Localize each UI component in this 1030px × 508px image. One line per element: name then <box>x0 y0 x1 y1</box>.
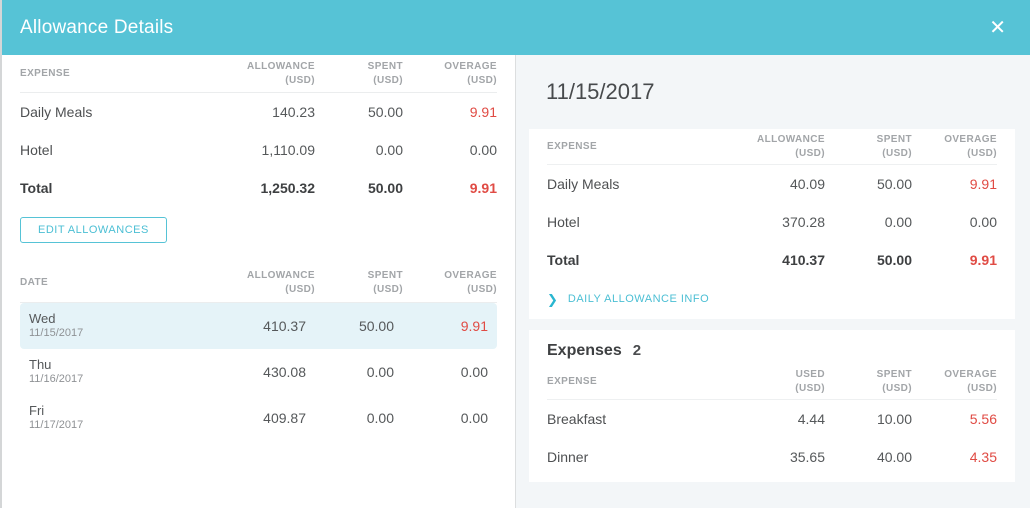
expenses-count-badge: 2 <box>632 342 642 359</box>
selected-day-panel: 11/15/2017 EXPENSE ALLOWANCE (USD) SPENT… <box>516 55 1030 508</box>
table-row: Hotel 1,110.09 0.00 0.00 <box>20 142 497 158</box>
date-day-label: Thu <box>29 357 52 372</box>
daily-allowance-info-label: DAILY ALLOWANCE INFO <box>567 293 710 305</box>
summary-table: EXPENSE ALLOWANCE (USD) SPENT (USD) OVER… <box>20 55 497 207</box>
expenses-table-header: EXPENSE USED (USD) SPENT (USD) OVERAGE (… <box>547 364 997 400</box>
table-row: Hotel 370.28 0.00 0.00 <box>547 214 997 230</box>
column-header-overage: OVERAGE (USD) <box>444 269 497 295</box>
chevron-right-icon: ❯ <box>547 291 558 307</box>
column-header-overage: OVERAGE (USD) <box>944 133 997 159</box>
edit-allowances-button[interactable]: EDIT ALLOWANCES <box>20 217 167 243</box>
page-title: Allowance Details <box>20 16 174 38</box>
column-header-date: DATE <box>20 276 49 288</box>
column-header-expense: EXPENSE <box>20 67 71 79</box>
date-day-label: Wed <box>29 311 56 326</box>
day-summary-header: EXPENSE ALLOWANCE (USD) SPENT (USD) OVER… <box>547 129 997 165</box>
date-value-label: 11/15/2017 <box>29 327 84 340</box>
column-header-overage: OVERAGE (USD) <box>444 60 497 86</box>
table-row: Dinner 35.65 40.00 4.35 <box>547 449 997 465</box>
date-row[interactable]: Thu 11/16/2017 430.08 0.00 0.00 <box>29 357 488 386</box>
close-icon[interactable]: ✕ <box>985 16 1010 40</box>
table-row-total: Total 410.37 50.00 9.91 <box>547 252 997 268</box>
date-row[interactable]: Fri 11/17/2017 409.87 0.00 0.00 <box>29 403 488 432</box>
column-header-expense: EXPENSE <box>547 140 598 152</box>
daily-allowance-info-link[interactable]: ❯ DAILY ALLOWANCE INFO <box>547 279 709 319</box>
day-summary-card: EXPENSE ALLOWANCE (USD) SPENT (USD) OVER… <box>529 129 1015 319</box>
date-table: DATE ALLOWANCE (USD) SPENT (USD) OVERAGE… <box>20 263 497 441</box>
date-table-header: DATE ALLOWANCE (USD) SPENT (USD) OVERAGE… <box>20 263 497 303</box>
trip-summary-panel: EXPENSE ALLOWANCE (USD) SPENT (USD) OVER… <box>2 55 516 508</box>
date-value-label: 11/16/2017 <box>29 373 84 386</box>
table-row: Daily Meals 140.23 50.00 9.91 <box>20 104 497 120</box>
expenses-card: Expenses 2 EXPENSE USED (USD) SPENT (USD… <box>529 330 1015 482</box>
modal-header: Allowance Details ✕ <box>2 0 1030 55</box>
expenses-title: Expenses <box>547 342 622 359</box>
column-header-allowance: ALLOWANCE (USD) <box>246 60 315 86</box>
table-row: Breakfast 4.44 10.00 5.56 <box>547 411 997 427</box>
column-header-spent: SPENT (USD) <box>367 269 403 295</box>
column-header-allowance: ALLOWANCE (USD) <box>246 269 315 295</box>
table-row: Daily Meals 40.09 50.00 9.91 <box>547 176 997 192</box>
modal-content: EXPENSE ALLOWANCE (USD) SPENT (USD) OVER… <box>2 55 1030 508</box>
column-header-allowance: ALLOWANCE (USD) <box>756 133 825 159</box>
column-header-expense: EXPENSE <box>547 375 598 387</box>
summary-table-header: EXPENSE ALLOWANCE (USD) SPENT (USD) OVER… <box>20 55 497 93</box>
column-header-spent: SPENT (USD) <box>876 368 912 394</box>
column-header-overage: OVERAGE (USD) <box>944 368 997 394</box>
date-day-label: Fri <box>29 403 45 418</box>
column-header-spent: SPENT (USD) <box>876 133 912 159</box>
expenses-heading: Expenses 2 <box>547 330 997 364</box>
selected-date-title: 11/15/2017 <box>546 79 655 104</box>
column-header-used: USED (USD) <box>795 368 825 394</box>
table-row-total: Total 1,250.32 50.00 9.91 <box>20 180 497 196</box>
date-value-label: 11/17/2017 <box>29 419 84 432</box>
column-header-spent: SPENT (USD) <box>367 60 403 86</box>
date-row-selected[interactable]: Wed 11/15/2017 410.37 50.00 9.91 <box>20 303 497 349</box>
